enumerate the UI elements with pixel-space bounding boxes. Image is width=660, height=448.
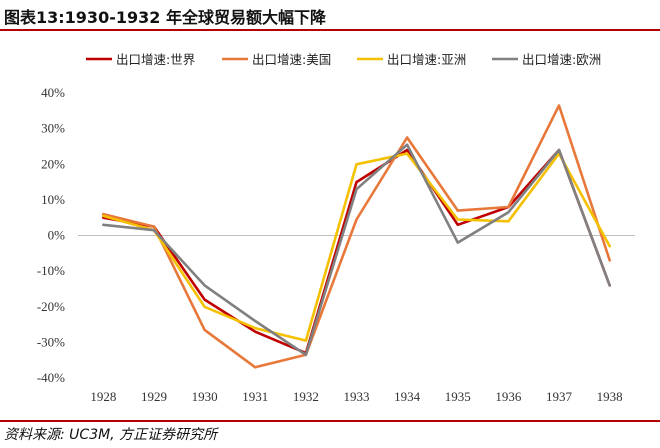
x-tick-label: 1933: [344, 389, 370, 404]
x-tick-label: 1937: [546, 389, 573, 404]
series-layer: [102, 104, 612, 369]
legend: 出口增速:世界 出口增速:美国 出口增速:亚洲 出口增速:欧洲: [86, 52, 601, 67]
series-line-2: [102, 104, 612, 369]
x-tick-label: 1930: [192, 389, 218, 404]
y-axis: 40% 30% 20% 10% 0% -10% -20% -30% -40%: [37, 85, 65, 385]
chart-title: 图表13:1930-1932 年全球贸易额大幅下降: [4, 8, 326, 27]
x-tick-label: 1936: [495, 389, 522, 404]
series-line-1: [102, 148, 612, 355]
x-tick-label: 1928: [90, 389, 116, 404]
y-tick-label: 10%: [41, 192, 65, 207]
x-tick-label: 1929: [141, 389, 167, 404]
x-tick-label: 1935: [445, 389, 471, 404]
legend-label-4: 出口增速:欧洲: [522, 52, 601, 67]
source-rule: [0, 420, 660, 422]
y-tick-label: 0%: [48, 228, 66, 243]
x-tick-label: 1934: [394, 389, 421, 404]
y-tick-label: -10%: [37, 263, 65, 278]
legend-label-3: 出口增速:亚洲: [387, 52, 466, 67]
title-rule: [0, 29, 660, 31]
x-tick-label: 1938: [597, 389, 623, 404]
line-chart: 出口增速:世界 出口增速:美国 出口增速:亚洲 出口增速:欧洲 40% 30% 20% 10…: [37, 52, 635, 404]
legend-label-2: 出口增速:美国: [252, 52, 331, 67]
y-tick-label: 30%: [41, 121, 65, 136]
y-tick-label: 40%: [41, 85, 65, 100]
series-line-3: [102, 152, 612, 342]
y-tick-label: -40%: [37, 370, 65, 385]
y-tick-label: -20%: [37, 299, 65, 314]
y-tick-label: -30%: [37, 334, 65, 349]
legend-label-1: 出口增速:世界: [116, 52, 196, 67]
series-line-4: [102, 143, 612, 357]
x-axis: 1928 1929 1930 1931 1932 1933 1934 1935 1936 1937…: [78, 235, 635, 404]
x-tick-label: 1932: [293, 389, 319, 404]
source-note: 资料来源: UC3M, 方正证券研究所: [4, 427, 218, 443]
x-tick-label: 1931: [242, 389, 268, 404]
y-tick-label: 20%: [41, 156, 65, 171]
